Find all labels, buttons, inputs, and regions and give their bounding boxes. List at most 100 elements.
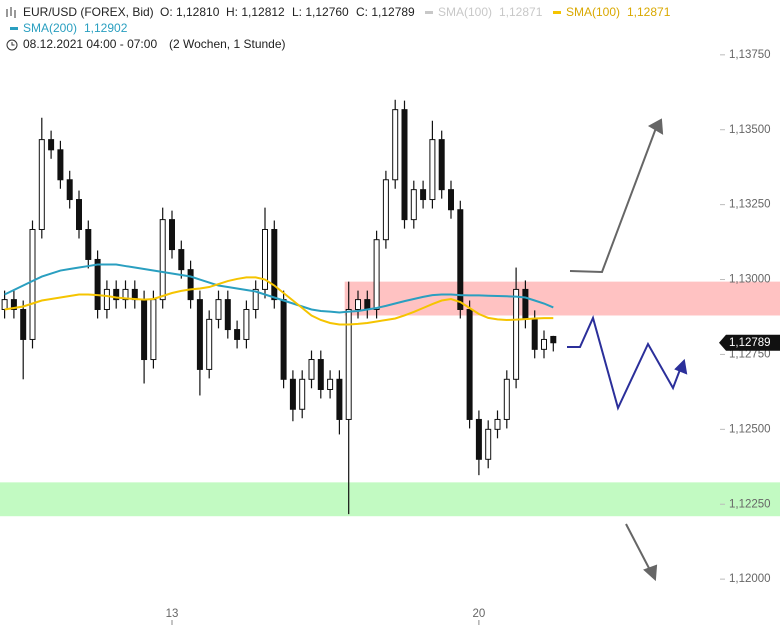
candle-body: [1, 299, 8, 310]
candle-body: [113, 288, 120, 301]
candle-body: [327, 378, 334, 390]
candle-body: [224, 299, 231, 331]
candle-body: [503, 378, 510, 420]
candle-body: [299, 378, 306, 410]
candle-body: [215, 299, 222, 320]
candle-body: [94, 258, 101, 310]
zone: [344, 281, 780, 316]
candle-body: [76, 199, 82, 230]
y-tick-label: 1,13750: [729, 49, 771, 61]
ohlc-open: O: 1,12810: [160, 5, 220, 19]
chart-icon: [6, 7, 16, 18]
candle-body: [494, 418, 501, 430]
candle-body: [438, 139, 445, 191]
candle-body: [429, 139, 436, 201]
candle-body: [196, 299, 203, 370]
legend-value: 1,12871: [627, 5, 671, 19]
candle-body: [485, 428, 492, 460]
candle-body: [513, 288, 520, 380]
candle-body: [401, 109, 408, 221]
candle-body: [457, 209, 464, 310]
y-tick-label: 1,12750: [729, 348, 771, 360]
candle-body: [382, 179, 389, 241]
candle-body: [541, 338, 547, 350]
price-tag: [719, 334, 780, 351]
date-range: 08.12.2021 04:00 - 07:00: [23, 37, 157, 51]
candle-body: [20, 308, 27, 340]
arrow-head: [647, 118, 664, 135]
candle-body: [57, 149, 64, 181]
candle-body: [373, 239, 380, 310]
candle-body: [10, 299, 17, 310]
y-tick-label: 1,13000: [729, 274, 771, 286]
candle-body: [289, 378, 296, 410]
candle-body: [317, 359, 324, 390]
legend: SMA(100) 1,12871 SMA(200) 1,12902: [10, 5, 671, 35]
forecast-arrows: [567, 118, 688, 582]
candle-body: [345, 308, 352, 420]
candle-body: [420, 189, 427, 201]
candle-body: [336, 378, 343, 420]
legend-swatch: [553, 11, 561, 14]
candle-body: [466, 308, 473, 420]
candle-body: [475, 418, 482, 460]
candle-body: [38, 139, 45, 230]
sma-line: [4, 276, 554, 326]
arrow-head: [643, 564, 658, 582]
candle-body: [159, 219, 166, 301]
arrow-head: [674, 358, 688, 375]
x-tick-label: 13: [166, 608, 179, 620]
down-arrow: [625, 523, 652, 573]
y-tick-label: 1,13500: [729, 124, 771, 136]
candle-body: [66, 179, 73, 201]
period: (2 Wochen, 1 Stunde): [169, 37, 286, 51]
indicator-swatch: [425, 11, 433, 14]
candle-body: [448, 189, 454, 211]
candle-body: [178, 249, 185, 271]
symbol: EUR/USD (FOREX, Bid): [23, 5, 154, 19]
candle-body: [410, 189, 417, 221]
candle-body: [150, 299, 157, 361]
candle-body: [85, 228, 92, 260]
candle-body: [364, 299, 371, 310]
candle-body: [522, 288, 529, 320]
candle-body: [280, 299, 287, 380]
price-tag-label: 1,12789: [729, 337, 771, 349]
candle-body: [308, 359, 315, 380]
candle-body: [122, 288, 129, 301]
y-tick-label: 1,13250: [729, 199, 771, 211]
zigzag-arrow: [567, 315, 682, 411]
ohlc-close: C: 1,12789: [356, 5, 415, 19]
candle-body: [141, 299, 148, 361]
y-tick-label: 1,12000: [729, 573, 771, 585]
candle-body: [252, 288, 259, 310]
header: EUR/USD (FOREX, Bid) O: 1,12810 H: 1,128…: [6, 5, 671, 51]
clock-hand: [11, 42, 15, 46]
plot: 1,13750 1,13500 1,13250 1,13000 1,12750 1,125…: [1, 49, 780, 625]
candle-body: [355, 299, 361, 310]
legend-value: 1,12902: [84, 21, 128, 35]
sma-line: [4, 263, 554, 314]
legend-name: SMA(100): [566, 5, 620, 19]
candle-body: [187, 269, 194, 301]
candle-body: [206, 318, 213, 370]
candle-body: [550, 335, 557, 344]
candle-body: [531, 318, 538, 350]
candle-body: [392, 109, 399, 181]
legend-name: SMA(200): [23, 21, 77, 35]
candle-body: [29, 228, 36, 340]
zone: [0, 482, 780, 517]
candle-body: [169, 219, 175, 251]
candle-body: [262, 228, 268, 290]
x-tick-label: 20: [473, 608, 486, 620]
y-tick-label: 1,12500: [729, 423, 771, 435]
candle-body: [48, 139, 55, 151]
candle-body: [103, 288, 110, 310]
indicator-value: 1,12871: [499, 5, 543, 19]
up-arrow: [569, 127, 657, 274]
ohlc-low: L: 1,12760: [292, 5, 349, 19]
ohlc-high: H: 1,12812: [226, 5, 285, 19]
y-tick-label: 1,12250: [729, 498, 771, 510]
zones: [0, 281, 780, 517]
